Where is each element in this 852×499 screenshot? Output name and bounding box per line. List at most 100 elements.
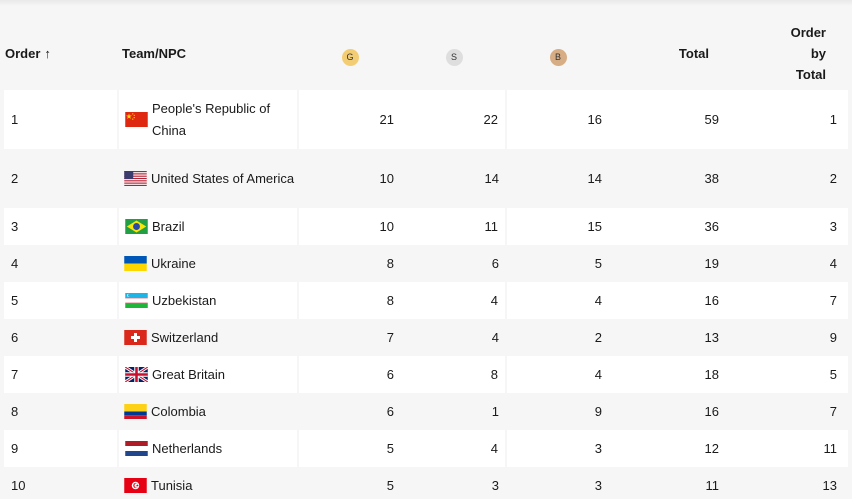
team-cell[interactable]: Tunisia [118, 467, 298, 499]
table-row[interactable]: 1 People's Republic of China 21 22 16 59 1 [0, 90, 848, 149]
order-header-label: Order [5, 45, 41, 61]
silver-count-cell: 8 [402, 356, 507, 393]
gold-count-cell: 6 [298, 356, 402, 393]
ukraine-flag-icon [124, 256, 147, 271]
total-count-cell: 13 [610, 319, 727, 356]
order-cell: 7 [0, 356, 118, 393]
rank-header-line2: by [810, 45, 826, 61]
table-row[interactable]: 10 Tunisia 5 3 3 11 13 [0, 467, 848, 499]
gold-count-cell: 21 [298, 90, 402, 149]
rank-by-total-cell: 11 [727, 430, 848, 467]
silver-medal-icon: S [445, 49, 463, 66]
rank-by-total-column-header[interactable]: Order by Total [727, 16, 848, 90]
team-name[interactable]: Brazil [152, 218, 185, 234]
bronze-count-cell: 5 [506, 245, 610, 282]
table-row[interactable]: 4 Ukraine 8 6 5 19 4 [0, 245, 848, 282]
total-count-cell: 11 [610, 467, 727, 499]
colombia-flag-icon [124, 404, 147, 419]
team-header-label: Team/NPC [122, 45, 187, 61]
order-column-header[interactable]: Order ↑ [0, 16, 118, 90]
rank-by-total-cell: 13 [727, 467, 848, 499]
team-name[interactable]: Uzbekistan [152, 292, 217, 308]
team-name[interactable]: Switzerland [151, 329, 219, 345]
top-shadow-bar [0, 0, 852, 6]
team-name[interactable]: United States of America [151, 170, 295, 186]
team-cell[interactable]: Great Britain [117, 356, 299, 393]
great-britain-flag-icon [125, 367, 148, 382]
team-cell[interactable]: Brazil [117, 208, 299, 245]
silver-count-cell: 11 [402, 208, 507, 245]
order-cell: 5 [0, 282, 118, 319]
silver-count-cell: 22 [402, 90, 507, 149]
order-cell: 1 [0, 90, 118, 149]
rank-by-total-cell: 3 [727, 208, 848, 245]
table-row[interactable]: 3 Brazil 10 11 15 36 3 [0, 208, 848, 245]
silver-count-cell: 4 [402, 430, 507, 467]
gold-count-cell: 5 [298, 467, 402, 499]
team-column-header[interactable]: Team/NPC [118, 16, 298, 90]
total-count-cell: 16 [610, 393, 727, 430]
team-cell[interactable]: Switzerland [118, 319, 298, 356]
sort-ascending-icon[interactable]: ↑ [44, 45, 51, 61]
tunisia-flag-icon [124, 478, 147, 493]
total-count-cell: 19 [610, 245, 727, 282]
bronze-column-header[interactable]: B [506, 16, 610, 90]
china-flag-icon [125, 112, 148, 127]
total-count-cell: 38 [610, 149, 727, 208]
bronze-medal-icon: B [549, 49, 567, 66]
rank-header-line1: Order [790, 24, 826, 40]
table-row[interactable]: 5 Uzbekistan 8 4 4 16 7 [0, 282, 848, 319]
bronze-count-cell: 16 [506, 90, 610, 149]
table-row[interactable]: 2 United States of America 10 14 14 38 2 [0, 149, 848, 208]
team-cell[interactable]: Uzbekistan [117, 282, 299, 319]
rank-by-total-cell: 7 [727, 393, 848, 430]
team-name[interactable]: Tunisia [151, 477, 193, 493]
bronze-count-cell: 3 [506, 467, 610, 499]
bronze-count-cell: 2 [506, 319, 610, 356]
team-name[interactable]: Great Britain [152, 366, 225, 382]
team-cell[interactable]: Netherlands [117, 430, 299, 467]
bronze-count-cell: 4 [506, 282, 610, 319]
total-header-label: Total [678, 45, 709, 61]
team-name[interactable]: Ukraine [151, 255, 196, 271]
total-count-cell: 36 [610, 208, 727, 245]
team-name[interactable]: People's Republic of China [152, 100, 271, 138]
rank-header-line3: Total [795, 66, 826, 82]
order-cell: 2 [0, 149, 118, 208]
table-row[interactable]: 9 Netherlands 5 4 3 12 11 [0, 430, 848, 467]
bronze-count-cell: 9 [506, 393, 610, 430]
order-cell: 8 [0, 393, 118, 430]
rank-by-total-cell: 2 [727, 149, 848, 208]
gold-count-cell: 8 [298, 282, 402, 319]
switzerland-flag-icon [124, 330, 147, 345]
gold-column-header[interactable]: G [298, 16, 402, 90]
bronze-count-cell: 4 [506, 356, 610, 393]
gold-count-cell: 5 [298, 430, 402, 467]
order-cell: 10 [0, 467, 118, 499]
order-cell: 6 [0, 319, 118, 356]
gold-medal-icon: G [341, 49, 359, 66]
total-column-header[interactable]: Total [610, 16, 727, 90]
table-row[interactable]: 8 Colombia 6 1 9 16 7 [0, 393, 848, 430]
silver-column-header[interactable]: S [402, 16, 506, 90]
bronze-count-cell: 15 [506, 208, 610, 245]
silver-count-cell: 14 [402, 149, 506, 208]
team-cell[interactable]: United States of America [118, 149, 298, 208]
team-cell[interactable]: Colombia [118, 393, 298, 430]
bronze-count-cell: 14 [506, 149, 610, 208]
total-count-cell: 12 [610, 430, 727, 467]
netherlands-flag-icon [125, 441, 148, 456]
bronze-count-cell: 3 [506, 430, 610, 467]
order-cell: 3 [0, 208, 118, 245]
medal-table: Order ↑ Team/NPC G S B Total Order by Total… [0, 16, 849, 499]
uzbekistan-flag-icon [125, 293, 148, 308]
team-name[interactable]: Netherlands [152, 440, 223, 456]
table-row[interactable]: 7 Great Britain 6 8 4 18 5 [0, 356, 848, 393]
team-cell[interactable]: People's Republic of China [117, 90, 299, 149]
order-cell: 4 [0, 245, 118, 282]
silver-count-cell: 6 [402, 245, 506, 282]
team-cell[interactable]: Ukraine [118, 245, 298, 282]
gold-count-cell: 6 [298, 393, 402, 430]
table-row[interactable]: 6 Switzerland 7 4 2 13 9 [0, 319, 848, 356]
team-name[interactable]: Colombia [151, 403, 206, 419]
